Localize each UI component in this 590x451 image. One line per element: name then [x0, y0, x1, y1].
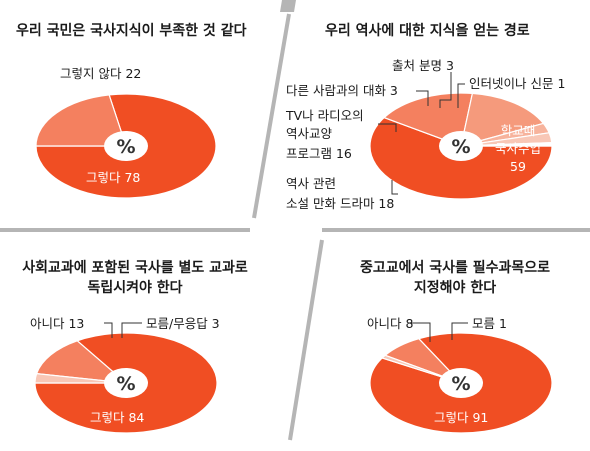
pie-2: % [369, 92, 553, 200]
panel-4: 중고교에서 국사를 필수과목으로 지정해야 한다 % 아니다 8 모름 1 그렇… [360, 259, 553, 434]
chart-4-title-line1: 중고교에서 국사를 필수과목으로 [360, 259, 550, 276]
pie-3-slice-2 [35, 340, 128, 384]
divider-upper [252, 13, 291, 219]
chart-2-label-source: 출처 분명 3 [392, 58, 454, 73]
pie-2-slice-2 [383, 92, 474, 147]
chart-2-label-conversation: 다른 사람과의 대화 3 [286, 83, 398, 98]
pie-2-slice-3 [460, 92, 545, 147]
panel-2: 우리 역사에 대한 지식을 얻는 경로 % 출처 분명 3 인터넷이나 신문 1… [285, 22, 565, 211]
chart-2-label-tv-line2: 역사교양 [286, 126, 333, 141]
chart-2-label-school-line3: 59 [510, 159, 526, 174]
panel-3: 사회교과에 포함된 국사를 별도 교과로 독립시켜야 한다 % 아니다 13 모… [22, 259, 248, 434]
leader-tv [378, 123, 397, 132]
pie-1: % [35, 93, 217, 199]
chart-2-label-tv-line3: 프로그램 16 [286, 146, 352, 161]
chart-3-title-line1: 사회교과에 포함된 국사를 별도 교과로 [22, 259, 248, 276]
pie-3-center-label: % [116, 373, 135, 395]
leader-source [439, 72, 452, 108]
chart-4-title-line2: 지정해야 한다 [414, 279, 496, 296]
chart-3-title-line2: 독립시켜야 한다 [87, 279, 182, 296]
leader-conversation [416, 90, 429, 106]
leader-unknown [451, 322, 468, 340]
pie-4-slice-3 [381, 354, 462, 384]
pie-4-center-label: % [451, 373, 470, 395]
chart-3-label-yes: 그렇다 84 [90, 410, 144, 425]
leader-internet [457, 83, 465, 108]
chart-2-label-school-line2: 국사수업 [495, 141, 541, 156]
pie-3: % [34, 332, 218, 434]
chart-4-label-unknown: 모름 1 [472, 316, 507, 331]
chart-2-leader-lines [378, 72, 465, 195]
chart-2-label-novel-line1: 역사 관련 [286, 176, 336, 191]
chart-1-label-no: 그렇지 않다 22 [60, 66, 141, 81]
pie-3-slice-3 [34, 372, 127, 384]
chart-4-label-no: 아니다 8 [367, 316, 413, 331]
pie-1-center-hole [104, 131, 148, 161]
chart-2-label-school-line1: 학교때 [501, 123, 536, 138]
pie-1-slice-2 [35, 94, 127, 147]
pie-3-center-hole [104, 368, 148, 398]
leader-no [408, 322, 431, 342]
chart-2-label-novel-line2: 소설 만화 드라마 18 [286, 196, 394, 211]
pie-2-slice-6 [460, 142, 553, 147]
pie-2-center-hole [439, 131, 483, 161]
pie-2-center-label: % [451, 136, 470, 158]
chart-2-label-internet: 인터넷이나 신문 1 [469, 76, 565, 91]
leader-unknown [121, 322, 142, 338]
chart-3-leader-lines [104, 322, 142, 338]
divider-lower [288, 239, 324, 441]
chart-4-label-yes: 그렇다 91 [434, 410, 488, 425]
chart-3-label-no: 아니다 13 [30, 316, 84, 331]
leader-novel [391, 180, 398, 195]
chart-2-title: 우리 역사에 대한 지식을 얻는 경로 [325, 22, 530, 39]
leader-no [104, 322, 113, 338]
chart-3-label-unknown: 모름/무응답 3 [146, 316, 220, 331]
divider-top-segment [280, 0, 296, 12]
chart-4-leader-lines [408, 322, 468, 342]
chart-1-label-yes: 그렇다 78 [86, 170, 140, 185]
chart-2-label-tv-line1: TV나 라디오의 [285, 108, 364, 123]
pie-4-center-hole [439, 368, 483, 398]
panel-1: 우리 국민은 국사지식이 부족한 것 같다 % 그렇지 않다 22 그렇다 78 [16, 22, 247, 199]
pie-4: % [369, 332, 553, 434]
pie-1-center-label: % [116, 136, 135, 158]
panel-dividers [0, 0, 590, 441]
chart-1-title: 우리 국민은 국사지식이 부족한 것 같다 [16, 22, 247, 39]
